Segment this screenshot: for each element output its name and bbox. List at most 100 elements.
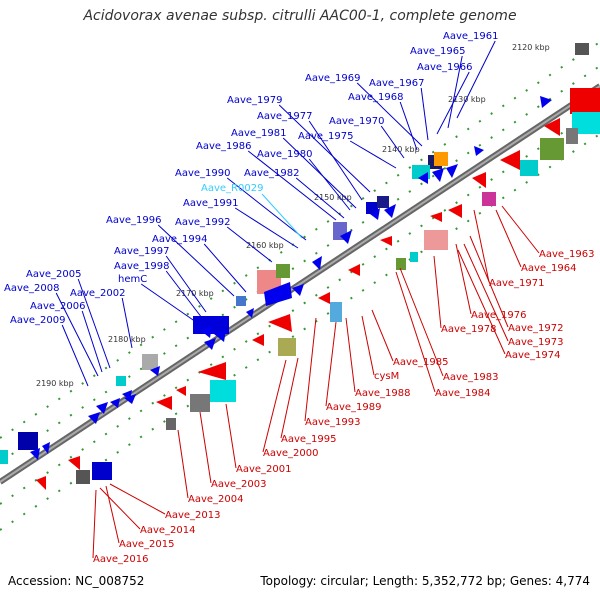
reverse-gene-label: Aave_2013 <box>165 510 221 521</box>
leader-line <box>361 315 375 376</box>
gene-block <box>520 160 538 176</box>
gene-block <box>278 338 296 356</box>
gene-block <box>190 394 210 412</box>
leader-line <box>247 150 337 221</box>
scale-labels: 2120 kbp 2130 kbp 2140 kbp 2150 kbp 2160 kbp… <box>36 43 550 388</box>
forward-gene-label: Aave_2006 <box>30 301 86 312</box>
leader-line <box>495 209 522 268</box>
leader-line <box>473 209 490 283</box>
leader-line <box>99 487 141 530</box>
reverse-gene-label: Aave_2016 <box>93 554 149 565</box>
map-title: Acidovorax avenae subsp. citrulli AAC00-… <box>83 8 517 24</box>
gene-block <box>18 432 38 450</box>
leader-line <box>455 243 472 315</box>
forward-gene-label: Aave_1970 <box>329 116 385 127</box>
leader-line <box>61 324 89 387</box>
leader-line <box>165 255 207 313</box>
forward-gene-label: Aave_2005 <box>26 269 82 280</box>
forward-gene-label: Aave_1986 <box>196 141 252 152</box>
reverse-gene-label: cysM <box>374 371 399 382</box>
leader-line <box>121 297 133 349</box>
leader-line <box>304 317 317 422</box>
leader-line <box>226 177 307 241</box>
forward-gene-label: hemC <box>118 274 147 285</box>
reverse-gene-blocks <box>76 88 600 484</box>
forward-gene-label: Aave_1965 <box>410 46 466 57</box>
rna-gene-label: Aave_R0029 <box>201 183 263 194</box>
scale-label: 2160 kbp <box>246 241 284 250</box>
leader-line <box>165 270 203 319</box>
reverse-gene-label: Aave_2001 <box>236 464 292 475</box>
leader-line <box>261 193 303 239</box>
scale-label: 2170 kbp <box>176 289 214 298</box>
reverse-gene-label: Aave_1971 <box>489 278 545 289</box>
reverse-gene-label: Aave_2003 <box>211 479 267 490</box>
reverse-gene-label: Aave_1984 <box>435 388 491 399</box>
reverse-gene-label: Aave_1963 <box>539 249 595 260</box>
leader-line <box>399 101 418 151</box>
gene-block <box>166 418 176 430</box>
leader-line <box>469 235 509 328</box>
leader-line <box>420 87 429 141</box>
leader-line <box>226 226 273 263</box>
forward-gene-label: Aave_1990 <box>175 168 231 179</box>
leader-line <box>105 485 120 544</box>
reverse-gene-label: Aave_1993 <box>305 417 361 428</box>
leader-line <box>295 177 345 219</box>
reverse-gene-label: Aave_1964 <box>521 263 577 274</box>
reverse-gene-label: Aave_2004 <box>188 494 244 505</box>
scale-label: 2130 kbp <box>448 95 486 104</box>
leader-line <box>225 403 237 469</box>
forward-gene-label: Aave_1967 <box>369 78 425 89</box>
gene-block <box>410 252 418 262</box>
leader-line <box>308 158 351 211</box>
leader-line <box>77 278 111 369</box>
leader-line <box>109 483 166 515</box>
scale-label: 2190 kbp <box>36 379 74 388</box>
reverse-gene-label: Aave_2000 <box>263 448 319 459</box>
forward-gene-label: Aave_1966 <box>417 62 473 73</box>
forward-gene-label: Aave_1998 <box>114 261 170 272</box>
forward-gene-label: Aave_2008 <box>4 283 60 294</box>
forward-gene-label: Aave_1979 <box>227 95 283 106</box>
leader-line <box>456 40 496 119</box>
gene-block <box>142 354 158 370</box>
forward-labels: Aave_1961 Aave_1965 Aave_1966 Aave_1969 Aave… <box>4 31 499 387</box>
leader-line <box>92 489 97 559</box>
gene-block <box>116 376 126 386</box>
gene-block <box>276 264 290 278</box>
forward-gene-label: Aave_1981 <box>231 128 287 139</box>
forward-gene-label: Aave_1996 <box>106 215 162 226</box>
scale-label: 2120 kbp <box>512 43 550 52</box>
leader-line <box>463 243 509 342</box>
leader-line <box>278 104 371 193</box>
scale-label: 2150 kbp <box>314 193 352 202</box>
leader-line <box>140 283 197 323</box>
scale-label: 2140 kbp <box>382 145 420 154</box>
reverse-gene-label: Aave_1978 <box>441 324 497 335</box>
leader-line <box>203 243 247 293</box>
leader-line <box>399 267 444 377</box>
leader-line <box>380 125 405 159</box>
leader-line <box>501 205 540 254</box>
forward-gene-label: Aave_1968 <box>348 92 404 103</box>
gene-block <box>210 380 236 402</box>
leader-line <box>55 292 99 377</box>
gene-block <box>330 302 342 322</box>
forward-gene-label: Aave_1961 <box>443 31 499 42</box>
gene-block <box>424 230 448 250</box>
gene-block <box>92 462 112 480</box>
forward-gene-label: Aave_1991 <box>183 198 239 209</box>
genome-summary-text: Topology: circular; Length: 5,352,772 bp… <box>260 574 590 588</box>
reverse-gene-label: Aave_1973 <box>508 337 564 348</box>
reverse-gene-label: Aave_1974 <box>505 350 561 361</box>
reverse-gene-arrows <box>36 118 560 490</box>
gene-block <box>566 128 578 144</box>
leader-line <box>325 321 337 407</box>
leader-line <box>447 55 463 129</box>
reverse-gene-label: Aave_1976 <box>471 310 527 321</box>
leader-line <box>433 255 442 329</box>
gene-block <box>434 152 448 166</box>
gene-block <box>575 43 589 55</box>
